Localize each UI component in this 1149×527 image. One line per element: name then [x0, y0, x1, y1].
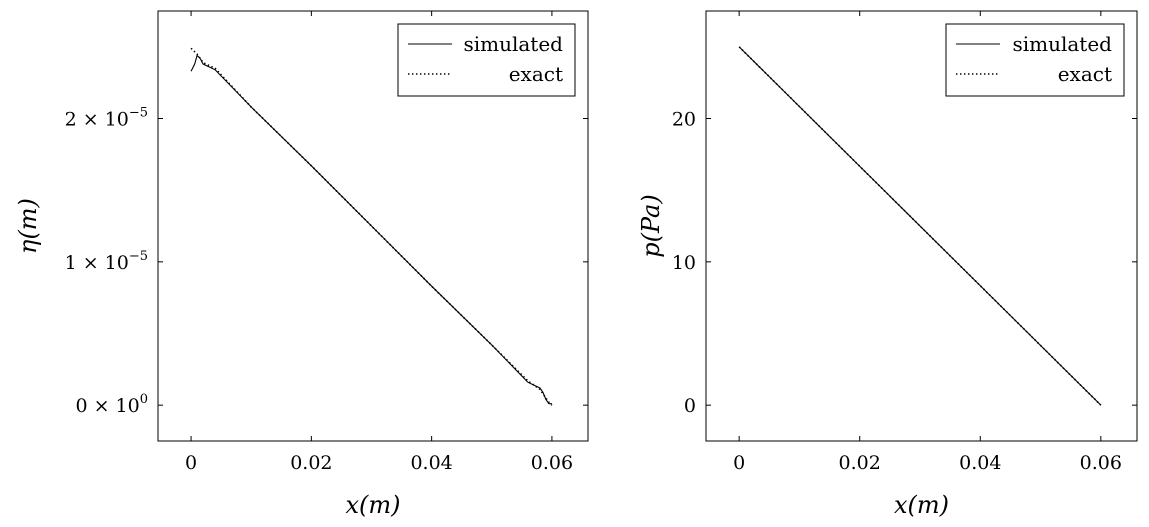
plot-frame	[705, 10, 1138, 442]
y-tick-label: 1 × 10−5	[65, 249, 148, 274]
y-tick-label: 20	[672, 109, 696, 131]
y-tick-label: 0 × 100	[75, 392, 148, 417]
x-tick-label: 0.04	[959, 452, 1001, 474]
y-tick-label: 0	[684, 395, 696, 417]
x-tick-label: 0.02	[839, 452, 881, 474]
series-line-exact	[738, 46, 1102, 406]
legend-label-simulated: simulated	[463, 32, 563, 56]
series-line-simulated	[190, 54, 552, 405]
x-tick-label: 0.06	[531, 452, 573, 474]
y-tick-label: 10	[672, 252, 696, 274]
series-line-exact	[190, 47, 553, 406]
legend-label-exact: exact	[1058, 62, 1112, 86]
y-tick-label: 2 × 10−5	[65, 106, 148, 131]
x-axis-label: x(m)	[345, 491, 400, 519]
legend-label-simulated: simulated	[1012, 32, 1112, 56]
x-axis-label: x(m)	[894, 491, 949, 519]
legend-label-exact: exact	[509, 62, 563, 86]
chart-1: 0 0.02 0.04 0.06 0 × 100 1 × 10−5 2 × 10−5 x(m)…	[14, 10, 589, 519]
x-tick-label: 0	[733, 452, 745, 474]
x-tick-label: 0	[185, 452, 197, 474]
legend-box	[945, 23, 1125, 97]
legend: simulated exact	[397, 23, 576, 97]
y-axis-label: η(m)	[14, 198, 42, 254]
legend: simulated exact	[945, 23, 1125, 97]
x-tick-label: 0.04	[410, 452, 452, 474]
plot-frame	[157, 10, 589, 442]
y-axis-label: p(Pa)	[637, 194, 665, 257]
x-tick-label: 0.02	[290, 452, 332, 474]
chart-2: 0 0.02 0.04 0.06 0 10 20 x(m) p(Pa) simulated exac…	[637, 10, 1138, 519]
legend-box	[397, 23, 576, 97]
x-tick-label: 0.06	[1080, 452, 1122, 474]
